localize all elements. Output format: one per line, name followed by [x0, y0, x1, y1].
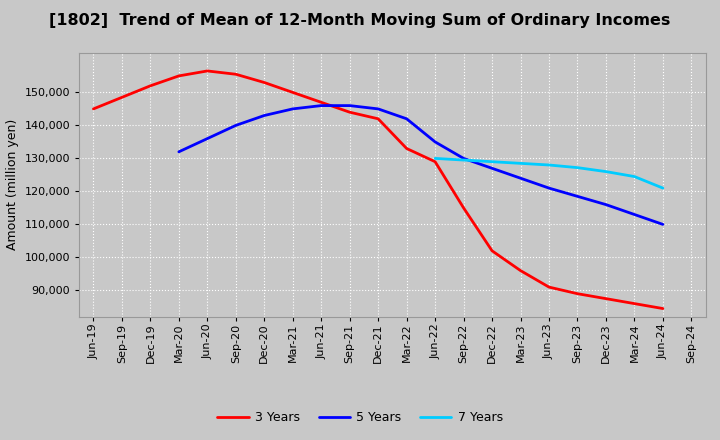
- 7 Years: [659, 186, 667, 191]
- 5 Years: [203, 136, 212, 141]
- 5 Years: [630, 212, 639, 217]
- 3 Years: [289, 90, 297, 95]
- 7 Years: [602, 169, 611, 174]
- Text: [1802]  Trend of Mean of 12-Month Moving Sum of Ordinary Incomes: [1802] Trend of Mean of 12-Month Moving …: [49, 13, 671, 28]
- 3 Years: [260, 80, 269, 85]
- Line: 7 Years: 7 Years: [435, 158, 663, 188]
- 5 Years: [602, 202, 611, 207]
- 5 Years: [289, 106, 297, 111]
- 3 Years: [630, 301, 639, 306]
- 5 Years: [545, 186, 554, 191]
- 5 Years: [260, 113, 269, 118]
- 5 Years: [573, 194, 582, 199]
- 7 Years: [630, 174, 639, 179]
- 3 Years: [89, 106, 98, 111]
- 5 Years: [232, 123, 240, 128]
- Legend: 3 Years, 5 Years, 7 Years: 3 Years, 5 Years, 7 Years: [212, 407, 508, 429]
- 3 Years: [174, 73, 183, 78]
- 7 Years: [487, 159, 496, 165]
- Line: 5 Years: 5 Years: [179, 106, 663, 224]
- 5 Years: [317, 103, 325, 108]
- 7 Years: [545, 162, 554, 168]
- 3 Years: [346, 110, 354, 115]
- 5 Years: [374, 106, 382, 111]
- 3 Years: [459, 205, 468, 210]
- 3 Years: [317, 99, 325, 105]
- 3 Years: [573, 291, 582, 297]
- 5 Years: [346, 103, 354, 108]
- 3 Years: [659, 306, 667, 311]
- 7 Years: [516, 161, 525, 166]
- 7 Years: [459, 158, 468, 163]
- 5 Years: [402, 116, 411, 121]
- 3 Years: [203, 68, 212, 73]
- 5 Years: [174, 149, 183, 154]
- 5 Years: [459, 156, 468, 161]
- 3 Years: [602, 296, 611, 301]
- 7 Years: [431, 156, 439, 161]
- 3 Years: [431, 159, 439, 165]
- Line: 3 Years: 3 Years: [94, 71, 663, 308]
- 3 Years: [487, 248, 496, 253]
- 5 Years: [487, 165, 496, 171]
- 3 Years: [545, 284, 554, 290]
- Y-axis label: Amount (million yen): Amount (million yen): [6, 119, 19, 250]
- 3 Years: [402, 146, 411, 151]
- 3 Years: [516, 268, 525, 273]
- 5 Years: [659, 222, 667, 227]
- 5 Years: [516, 176, 525, 181]
- 3 Years: [117, 95, 126, 100]
- 5 Years: [431, 139, 439, 144]
- 3 Years: [374, 116, 382, 121]
- 3 Years: [232, 72, 240, 77]
- 7 Years: [573, 165, 582, 170]
- 3 Years: [146, 83, 155, 88]
